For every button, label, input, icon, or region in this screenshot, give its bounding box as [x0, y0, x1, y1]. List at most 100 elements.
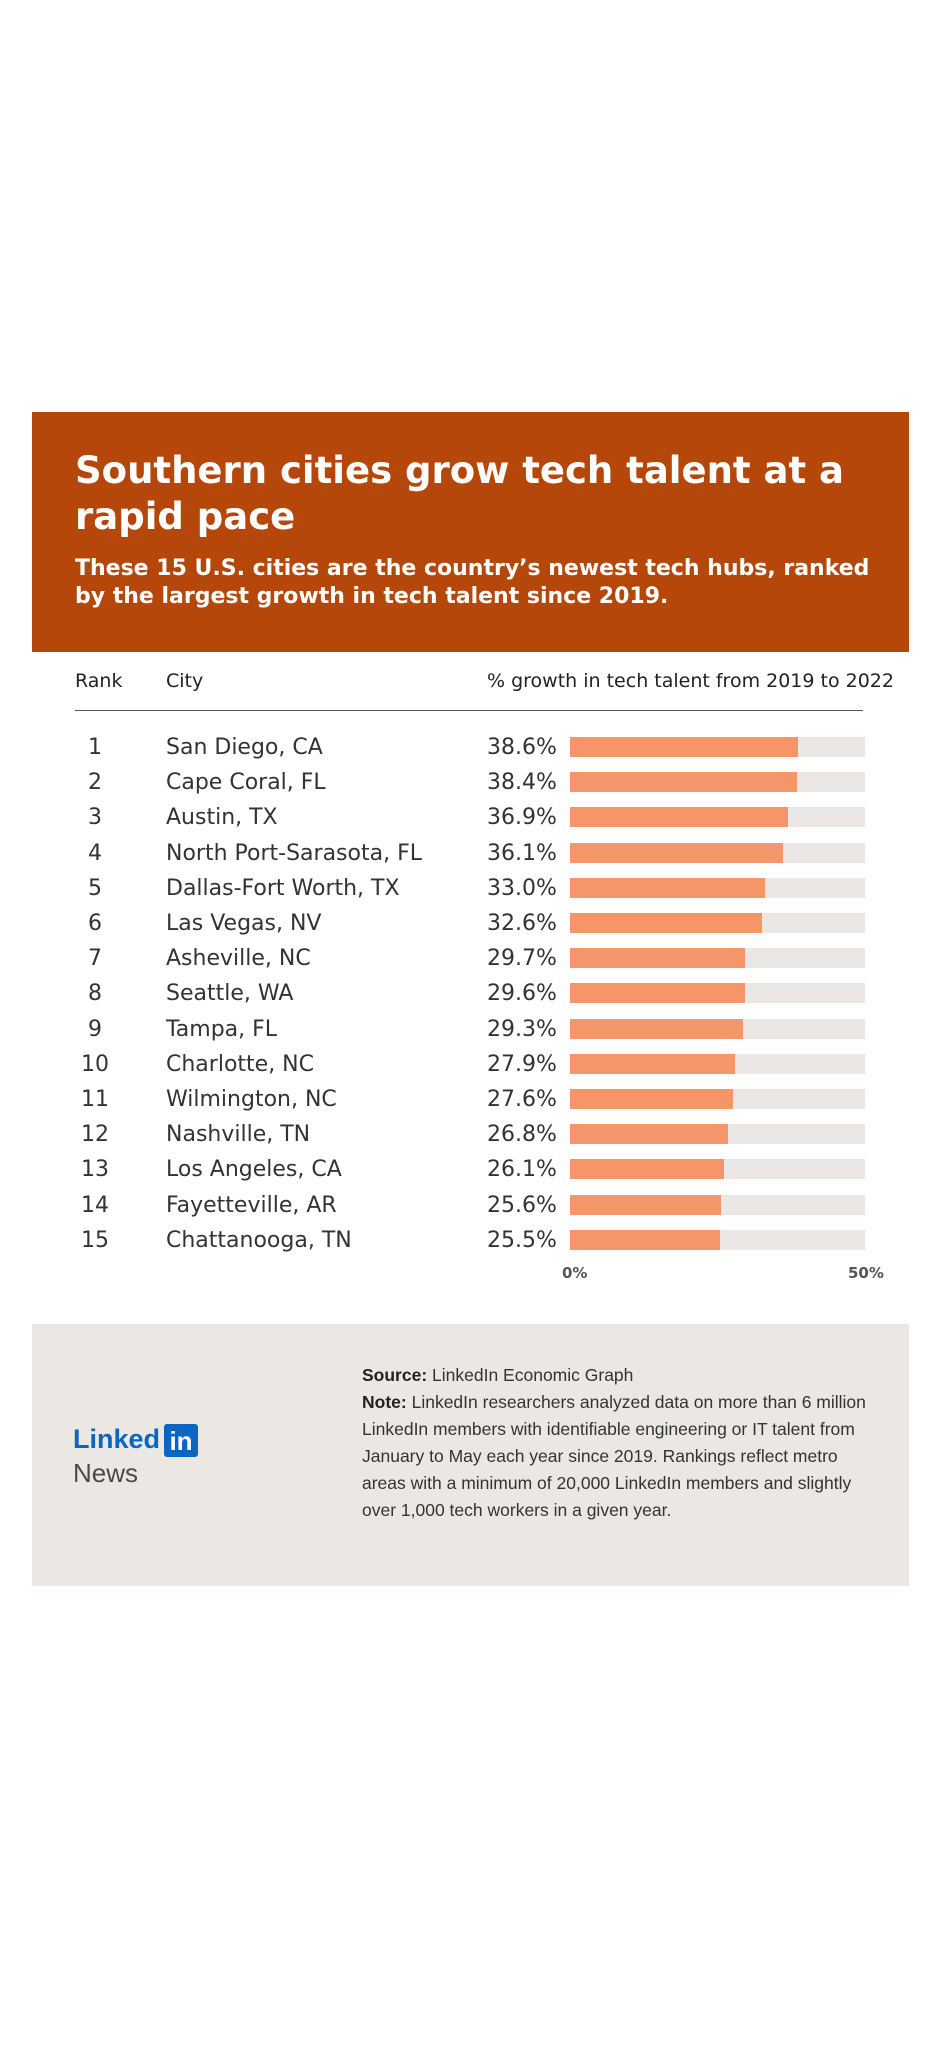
data-label: 25.6%	[487, 1192, 557, 1218]
bar	[570, 1194, 722, 1215]
city-label: San Diego, CA	[166, 735, 323, 760]
rank-label: 2	[88, 770, 102, 796]
data-label: 29.3%	[487, 1016, 557, 1042]
table-row: 11 Wilmington, NC 27.6%	[32, 1082, 909, 1117]
table-row: 1 San Diego, CA 38.6%	[32, 730, 909, 765]
table-row: 15 Chattanooga, TN 25.5%	[32, 1223, 909, 1258]
data-label: 29.6%	[487, 981, 557, 1007]
bar	[570, 737, 798, 757]
data-label: 25.5%	[487, 1227, 557, 1253]
bar-track	[570, 772, 865, 793]
column-header-growth: % growth in tech talent from 2019 to 202…	[487, 670, 894, 692]
bar-track	[570, 1018, 865, 1039]
city-label: North Port-Sarasota, FL	[166, 840, 422, 866]
rank-label: 8	[88, 981, 102, 1007]
column-header-city: City	[166, 670, 204, 692]
data-label: 38.6%	[487, 735, 557, 760]
rank-label: 7	[88, 946, 102, 972]
x-tick-label-max: 50%	[848, 1264, 884, 1282]
header-banner: Southern cities grow tech talent at a ra…	[32, 412, 909, 652]
x-tick-label-min: 0%	[562, 1264, 588, 1282]
table-row: 8 Seattle, WA 29.6%	[32, 976, 909, 1011]
bar-track	[570, 737, 865, 757]
bar	[570, 1053, 735, 1074]
data-label: 36.9%	[487, 805, 557, 831]
infographic-card: Southern cities grow tech talent at a ra…	[32, 412, 909, 1586]
rank-label: 5	[88, 875, 102, 901]
source-text: LinkedIn Economic Graph	[432, 1365, 634, 1385]
table-row: 13 Los Angeles, CA 26.1%	[32, 1152, 909, 1187]
note-line: Note: LinkedIn researchers analyzed data…	[362, 1389, 882, 1524]
city-label: Tampa, FL	[166, 1016, 278, 1042]
table-row: 14 Fayetteville, AR 25.6%	[32, 1188, 909, 1223]
bar-track	[570, 1053, 865, 1074]
bar-track	[570, 1089, 865, 1109]
rank-label: 11	[81, 1087, 109, 1112]
bar	[570, 842, 783, 863]
table-row: 12 Nashville, TN 26.8%	[32, 1117, 909, 1152]
city-label: Cape Coral, FL	[166, 770, 326, 796]
rank-label: 10	[81, 1051, 109, 1077]
city-label: Austin, TX	[166, 805, 278, 831]
data-label: 26.8%	[487, 1122, 557, 1148]
bar-track	[570, 877, 865, 898]
city-label: Asheville, NC	[166, 946, 311, 972]
city-label: Wilmington, NC	[166, 1087, 337, 1112]
city-label: Los Angeles, CA	[166, 1157, 342, 1183]
table-row: 10 Charlotte, NC 27.9%	[32, 1047, 909, 1082]
table-row: 2 Cape Coral, FL 38.4%	[32, 765, 909, 800]
bar-track	[570, 1124, 865, 1145]
column-header-rank: Rank	[75, 670, 123, 692]
chart-title: Southern cities grow tech talent at a ra…	[75, 449, 844, 538]
city-label: Seattle, WA	[166, 981, 294, 1007]
bar-track	[570, 983, 865, 1004]
linkedin-news-label: News	[73, 1458, 139, 1488]
data-label: 27.9%	[487, 1051, 557, 1077]
city-label: Fayetteville, AR	[166, 1192, 337, 1218]
note-label: Note:	[362, 1392, 407, 1412]
bar	[570, 1089, 733, 1109]
bar	[570, 772, 797, 793]
data-label: 29.7%	[487, 946, 557, 972]
data-label: 36.1%	[487, 840, 557, 866]
bar	[570, 877, 765, 898]
bar	[570, 1159, 724, 1180]
bar-track	[570, 913, 865, 933]
data-label: 38.4%	[487, 770, 557, 796]
table-row: 6 Las Vegas, NV 32.6%	[32, 906, 909, 941]
bar-chart-rows: 1 San Diego, CA 38.6% 2 Cape Coral, FL 38.4% 3…	[32, 412, 909, 1412]
city-label: Dallas-Fort Worth, TX	[166, 875, 400, 901]
rank-label: 6	[88, 911, 102, 936]
bar-track	[570, 1194, 865, 1215]
bar-track	[570, 807, 865, 828]
table-row: 7 Asheville, NC 29.7%	[32, 941, 909, 976]
data-label: 33.0%	[487, 875, 557, 901]
footer-panel: Linked in News Source: LinkedIn Economic…	[32, 1324, 909, 1586]
chart-subtitle: These 15 U.S. cities are the country’s n…	[75, 556, 870, 609]
rank-label: 9	[88, 1016, 102, 1042]
source-notes: Source: LinkedIn Economic Graph Note: Li…	[362, 1362, 882, 1524]
source-line: Source: LinkedIn Economic Graph	[362, 1362, 882, 1389]
bar	[570, 1124, 729, 1145]
bar	[570, 983, 745, 1004]
bar	[570, 1229, 721, 1250]
rank-label: 1	[88, 735, 102, 760]
bar-track	[570, 842, 865, 863]
city-label: Chattanooga, TN	[166, 1227, 352, 1253]
data-label: 27.6%	[487, 1087, 557, 1112]
bar-track	[570, 1229, 865, 1250]
bar	[570, 913, 763, 933]
bar	[570, 807, 788, 828]
rank-label: 3	[88, 805, 102, 831]
linkedin-in-icon: in	[164, 1424, 198, 1457]
bar-track	[570, 1159, 865, 1180]
data-label: 26.1%	[487, 1157, 557, 1183]
table-row: 5 Dallas-Fort Worth, TX 33.0%	[32, 871, 909, 906]
rank-label: 14	[81, 1192, 109, 1218]
bar	[570, 948, 746, 969]
city-label: Nashville, TN	[166, 1122, 311, 1148]
bar-track	[570, 948, 865, 969]
bar	[570, 1018, 743, 1039]
table-row: 4 North Port-Sarasota, FL 36.1%	[32, 836, 909, 871]
table-row: 3 Austin, TX 36.9%	[32, 800, 909, 835]
